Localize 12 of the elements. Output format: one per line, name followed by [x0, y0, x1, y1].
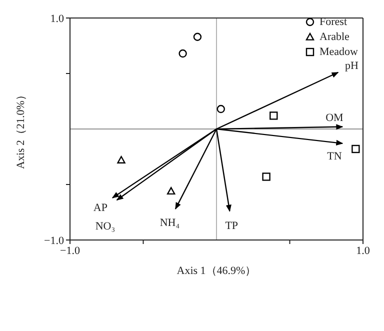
y-axis-title: Axis 2（21.0%） [14, 90, 27, 169]
legend-label: Arable [320, 30, 350, 42]
series-label: AP [93, 202, 108, 214]
legend-label: Meadow [320, 46, 358, 58]
x-axis-title: Axis 1（46.9%） [176, 265, 256, 277]
series-label: TP [225, 220, 238, 232]
series-label: TN [327, 150, 342, 162]
series-label: OM [326, 112, 344, 124]
series-label: NH₄ [160, 216, 180, 229]
series-label: pH [345, 60, 358, 72]
legend-label: Forest [320, 16, 347, 28]
series-label: NO₃ [95, 220, 116, 233]
